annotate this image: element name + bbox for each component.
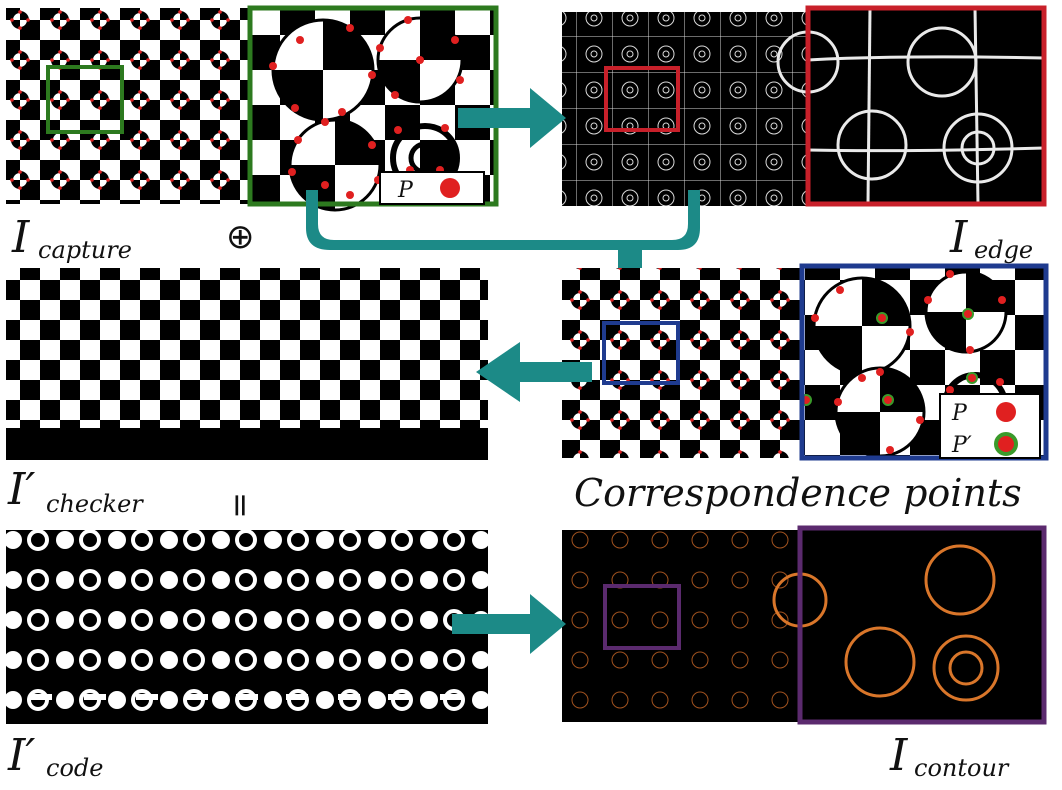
label-edge-sub: edge (974, 236, 1033, 264)
legend-mid-green-point-icon (994, 432, 1018, 456)
label-correspondence: Correspondence points (574, 471, 1022, 515)
arrow-left-icon (476, 342, 592, 402)
edge-zoom-box (604, 66, 680, 132)
label-capture: I capture (11, 212, 132, 264)
arrow-down-icon (306, 190, 700, 296)
code-image (6, 530, 488, 724)
contour-zoom-box (603, 584, 681, 650)
legend-p-label: P (397, 178, 414, 203)
correspondence-image (562, 268, 802, 458)
correspondence-zoom-box (602, 321, 680, 385)
legend-mid-red-point-icon (996, 402, 1016, 422)
label-capture-sub: capture (38, 236, 132, 264)
label-capture-main: I (11, 212, 31, 263)
label-code-sub: code (46, 754, 103, 782)
equals-icon: = (222, 492, 260, 519)
checker-image (6, 268, 488, 460)
contour-image (562, 530, 800, 722)
legend-points-mid: P P′ (939, 393, 1041, 459)
label-contour-sub: contour (914, 754, 1010, 782)
oplus-icon: ⊕ (226, 217, 255, 257)
label-code-main: I′ (7, 730, 35, 781)
label-checker-main: I′ (7, 464, 35, 515)
label-contour: I contour (889, 730, 1010, 782)
edge-image (562, 12, 806, 206)
arrow-right-icon (458, 88, 566, 148)
label-checker: I′ checker (7, 464, 144, 518)
capture-zoom-panel (247, 5, 499, 212)
contour-zoom-panel (772, 525, 1047, 725)
legend-mid-p-label: P (951, 401, 968, 426)
label-checker-sub: checker (46, 490, 144, 518)
label-contour-main: I (889, 730, 909, 781)
capture-image (6, 8, 248, 204)
legend-red-point-icon (440, 178, 460, 198)
capture-zoom-box (46, 65, 124, 134)
legend-mid-pprime-label: P′ (951, 433, 972, 458)
correspondence-zoom-panel (799, 263, 1049, 461)
legend-points-top: P (379, 171, 485, 205)
label-code: I′ code (7, 730, 103, 782)
edge-zoom-panel (776, 5, 1047, 207)
arrow-right-icon (452, 594, 566, 654)
label-edge: I edge (949, 212, 1033, 264)
label-edge-main: I (949, 212, 969, 263)
